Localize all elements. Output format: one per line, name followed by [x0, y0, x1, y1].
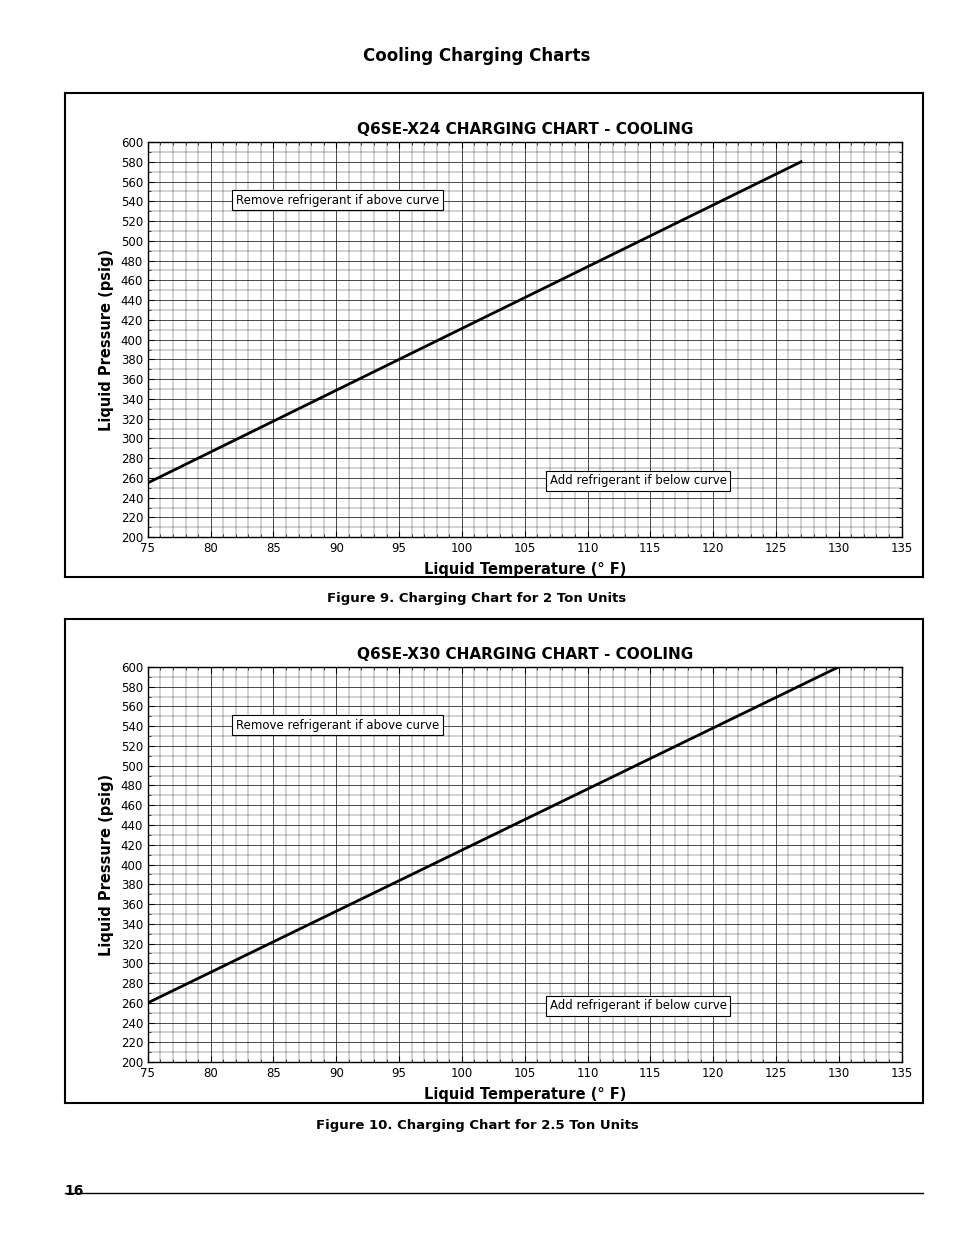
Text: Remove refrigerant if above curve: Remove refrigerant if above curve — [235, 719, 438, 731]
Title: Q6SE-X24 CHARGING CHART - COOLING: Q6SE-X24 CHARGING CHART - COOLING — [356, 122, 692, 137]
Text: Cooling Charging Charts: Cooling Charging Charts — [363, 47, 590, 65]
X-axis label: Liquid Temperature (° F): Liquid Temperature (° F) — [423, 1087, 625, 1102]
Text: Add refrigerant if below curve: Add refrigerant if below curve — [549, 474, 726, 488]
Text: Figure 9. Charging Chart for 2 Ton Units: Figure 9. Charging Chart for 2 Ton Units — [327, 592, 626, 605]
X-axis label: Liquid Temperature (° F): Liquid Temperature (° F) — [423, 562, 625, 577]
Text: Figure 10. Charging Chart for 2.5 Ton Units: Figure 10. Charging Chart for 2.5 Ton Un… — [315, 1119, 638, 1132]
Y-axis label: Liquid Pressure (psig): Liquid Pressure (psig) — [98, 248, 113, 431]
Text: Add refrigerant if below curve: Add refrigerant if below curve — [549, 999, 726, 1013]
Title: Q6SE-X30 CHARGING CHART - COOLING: Q6SE-X30 CHARGING CHART - COOLING — [356, 647, 692, 662]
Text: Remove refrigerant if above curve: Remove refrigerant if above curve — [235, 194, 438, 206]
Y-axis label: Liquid Pressure (psig): Liquid Pressure (psig) — [98, 773, 113, 956]
Text: 16: 16 — [65, 1184, 84, 1198]
